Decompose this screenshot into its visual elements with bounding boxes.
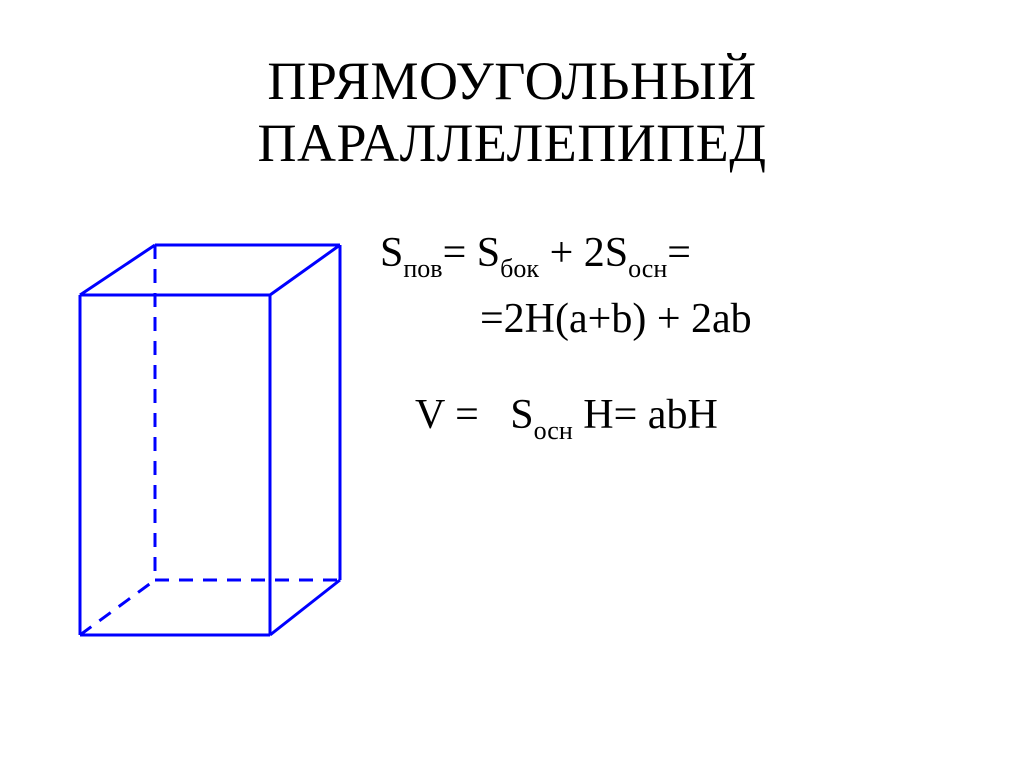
page-title: ПРЯМОУГОЛЬНЫЙ ПАРАЛЛЕЛЕПИПЕД <box>0 50 1024 174</box>
symbol-S: S <box>510 392 533 438</box>
surface-expanded: =2H(a+b) + 2ab <box>480 296 752 342</box>
subscript-pov: пов <box>403 254 442 283</box>
title-line-2: ПАРАЛЛЕЛЕПИПЕД <box>257 113 766 173</box>
space <box>466 230 477 276</box>
plus-2: + 2 <box>539 230 605 276</box>
surface-area-formula-line1: Sпов= Sбок + 2Sосн= <box>380 225 980 285</box>
cuboid-svg <box>70 235 350 655</box>
symbol-equals: = <box>443 230 467 276</box>
subscript-bok: бок <box>500 254 539 283</box>
volume-rest: H= abH <box>573 392 718 438</box>
formula-block: Sпов= Sбок + 2Sосн= =2H(a+b) + 2ab V = S… <box>380 225 980 453</box>
subscript-osn: осн <box>534 416 573 445</box>
title-line-1: ПРЯМОУГОЛЬНЫЙ <box>267 51 756 111</box>
volume-formula: V = Sосн H= abH <box>380 387 980 447</box>
cuboid-diagram <box>70 235 350 655</box>
symbol-V-eq: V = <box>415 392 479 438</box>
symbol-equals: = <box>667 230 691 276</box>
page: ПРЯМОУГОЛЬНЫЙ ПАРАЛЛЕЛЕПИПЕД Sпов= Sбок … <box>0 0 1024 767</box>
subscript-osn: осн <box>628 254 667 283</box>
symbol-S: S <box>380 230 403 276</box>
surface-area-formula-line2: =2H(a+b) + 2ab <box>380 291 980 348</box>
symbol-S: S <box>605 230 628 276</box>
symbol-S: S <box>477 230 500 276</box>
